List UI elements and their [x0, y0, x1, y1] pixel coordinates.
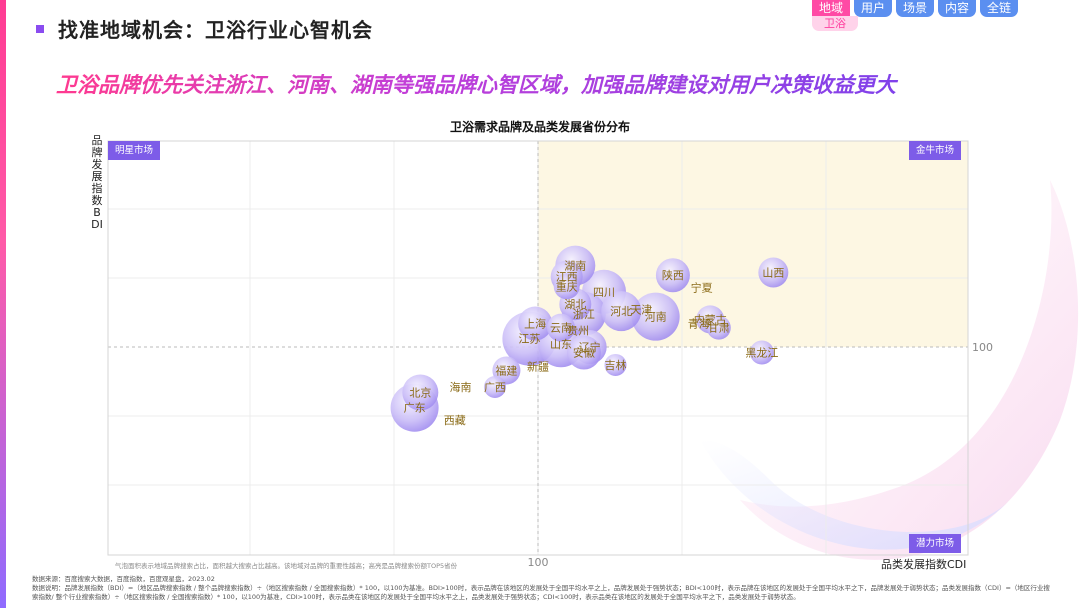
bubble-label-陕西: 陕西 [662, 268, 684, 282]
bubble-label-吉林: 吉林 [604, 358, 626, 372]
bubble-甘肃 [706, 315, 731, 340]
decorative-swoosh [700, 180, 1079, 560]
bubble-label-安徽: 安徽 [573, 346, 595, 360]
bubble-label-湖北: 湖北 [564, 298, 586, 311]
bubble-label-青海: 青海 [688, 317, 710, 331]
bubble-label-河北: 河北 [610, 305, 632, 318]
bubble-河南 [631, 292, 680, 341]
quadrant-label-star: 明星市场 [108, 141, 161, 160]
bubble-label-辽宁: 辽宁 [579, 340, 601, 354]
plot-frame [107, 140, 969, 556]
bubble-label-广东: 广东 [404, 402, 426, 415]
subtab-bathroom[interactable]: 卫浴 [812, 16, 858, 31]
tab-full-chain[interactable]: 全链 [980, 0, 1018, 17]
bubble-label-新疆: 新疆 [527, 359, 549, 373]
page-title-text: 找准地域机会：卫浴行业心智机会 [58, 18, 373, 42]
y-tick-label-100: 100 [972, 341, 993, 354]
x-tick-label-100: 100 [528, 556, 549, 569]
bubble-重庆 [553, 273, 580, 300]
top-nav: 地域 用户 场景 内容 全链 卫浴 [812, 0, 1018, 31]
y-axis-label: 品牌发展指数BDI [91, 134, 103, 231]
x-axis-label: 品类发展指数CDI [881, 558, 967, 571]
bubble-陕西 [655, 258, 690, 293]
bubble-label-重庆: 重庆 [556, 279, 578, 293]
headline: 卫浴品牌优先关注浙江、河南、湖南等强品牌心智区域，加强品牌建设对用户决策收益更大 [56, 69, 1060, 99]
quadrant-label-potential: 潜力市场 [909, 534, 962, 553]
bubble-label-宁夏: 宁夏 [691, 281, 713, 295]
bubble-label-四川: 四川 [593, 286, 615, 299]
tab-content[interactable]: 内容 [938, 0, 976, 17]
bubble-label-山东: 山东 [550, 338, 572, 351]
quadrant-label-cash-cow: 金牛市场 [909, 141, 962, 160]
left-accent-strip [0, 0, 6, 608]
bubble-广西 [483, 376, 506, 399]
bubble-label-广西: 广西 [484, 381, 506, 394]
bubble-label-西藏: 西藏 [444, 414, 466, 427]
chart-title: 卫浴需求品牌及品类发展省份分布 [449, 120, 630, 134]
bubble-label-福建: 福建 [495, 363, 517, 377]
bubble-label-内蒙古: 内蒙古 [694, 312, 727, 326]
bubble-label-上海: 上海 [524, 317, 546, 331]
bubble-label-云南: 云南 [550, 322, 572, 335]
bubble-安徽 [566, 335, 601, 370]
bubble-label-黑龙江: 黑龙江 [745, 347, 778, 360]
source-notes: 数据来源：百度搜索大数据，百度指数，百度观星盘，2023.02 数据说明：品牌发… [32, 575, 1052, 602]
bubble-label-甘肃: 甘肃 [708, 322, 730, 335]
bubble-山西 [758, 257, 789, 288]
bubble-上海 [518, 306, 553, 341]
bubble-label-江西: 江西 [556, 271, 578, 284]
bubble-北京 [402, 374, 439, 411]
bubble-黑龙江 [749, 340, 774, 365]
tab-region[interactable]: 地域 [812, 0, 850, 17]
bubble-label-山西: 山西 [762, 266, 784, 279]
bubble-label-海南: 海南 [450, 380, 472, 394]
bubble-label-浙江: 浙江 [573, 308, 595, 321]
bubble-吉林 [604, 353, 627, 376]
page-title: 找准地域机会：卫浴行业心智机会 [36, 14, 373, 43]
tab-users[interactable]: 用户 [854, 0, 892, 17]
source-line: 数据来源：百度搜索大数据，百度指数，百度观星盘，2023.02 [32, 575, 215, 583]
tab-scenes[interactable]: 场景 [896, 0, 934, 17]
bubble-河北 [601, 291, 642, 332]
title-bullet-icon [36, 24, 44, 33]
bubble-label-湖南: 湖南 [564, 260, 586, 273]
bubble-label-北京: 北京 [409, 386, 431, 400]
chart-note: 气泡面积表示地域品牌搜索占比，面积越大搜索占比越高。该地域对品牌的重要性越高；高… [115, 562, 458, 570]
explanation-line: 数据说明：品牌发展指数（BDI）=（地区品牌搜索指数 / 整个品牌搜索指数）÷（… [32, 584, 1050, 601]
bubble-label-天津: 天津 [630, 304, 652, 317]
bubble-label-贵州: 贵州 [567, 324, 589, 337]
bubble-label-河南: 河南 [645, 311, 667, 324]
bubble-label-江苏: 江苏 [518, 333, 540, 346]
bubble-云南 [546, 313, 575, 342]
